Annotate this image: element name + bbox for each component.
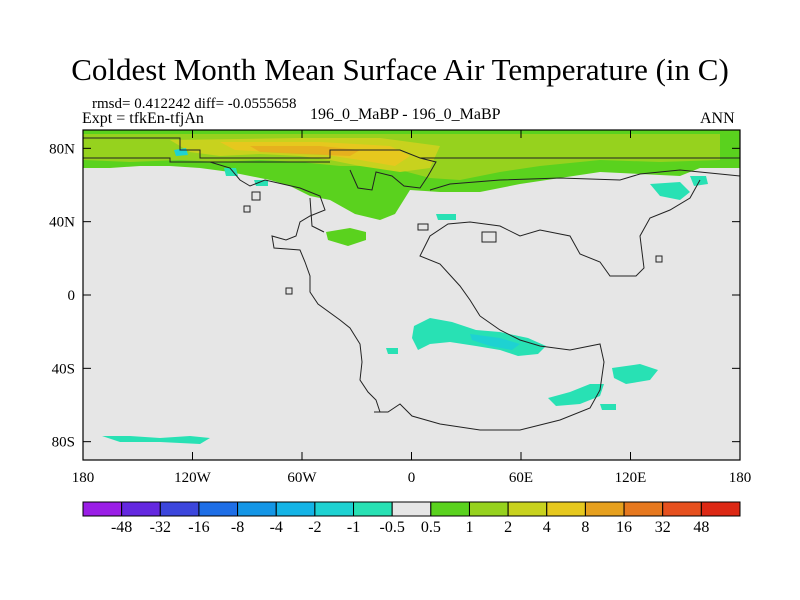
- coastline-europe: [309, 197, 325, 233]
- coastline-africa: [374, 315, 605, 431]
- x-axis: 180 120W 60W 0 60E 120E 180: [72, 130, 752, 486]
- colorbar-label: 1: [465, 519, 473, 536]
- y-axis: 80N 40N 0 40S 80S: [49, 141, 740, 451]
- colorbar-swatch: [121, 501, 161, 517]
- x-tick-label: 120E: [615, 470, 647, 486]
- period-label: 196_0_MaBP - 196_0_MaBP: [310, 106, 501, 123]
- x-tick-label: 0: [408, 470, 416, 486]
- coastline-greenland: [349, 157, 437, 191]
- colorbar-label: -1: [347, 519, 360, 536]
- island-2: [251, 191, 261, 201]
- colorbar-label: 8: [581, 519, 589, 536]
- colorbar-label: 16: [616, 519, 632, 536]
- colorbar-label: -4: [270, 519, 283, 536]
- season-label: ANN: [700, 110, 735, 127]
- colorbar-swatch: [314, 501, 355, 517]
- colorbar-swatch: [237, 501, 277, 517]
- colorbar-label: -8: [231, 519, 244, 536]
- colorbar-label: 48: [693, 519, 709, 536]
- colorbar-label: -0.5: [380, 519, 405, 536]
- colorbar-label: 32: [655, 519, 671, 536]
- x-tick-label: 180: [729, 470, 752, 486]
- colorbar-swatch: [468, 501, 509, 517]
- cool-patch-siberia: [650, 182, 690, 200]
- anomaly-fields: [83, 130, 740, 444]
- cool-field-southern-core: [470, 334, 520, 350]
- coastline-asia-south: [419, 179, 701, 317]
- coastline-eurasia: [429, 169, 740, 191]
- cool-patch-south-4: [548, 384, 604, 406]
- colorbar-label: 2: [504, 519, 512, 536]
- colorbar-swatch: [353, 501, 393, 517]
- colorbar-swatch: [507, 501, 548, 517]
- cool-patch-south-5: [600, 404, 616, 410]
- arctic-field-16: [250, 146, 360, 156]
- y-tick-label: 0: [68, 288, 76, 304]
- colorbar-swatch: [700, 501, 741, 517]
- island-5: [417, 223, 429, 231]
- cool-patch-antarctic: [102, 436, 210, 444]
- y-tick-label: 80N: [49, 141, 75, 157]
- colorbar-swatch: [159, 501, 200, 517]
- island-6: [655, 255, 663, 263]
- x-tick-label: 60E: [509, 470, 533, 486]
- cool-patch-asia-small: [436, 214, 456, 220]
- coastline-arctic: [83, 137, 740, 159]
- colorbar: -48 -32 -16 -8 -4 -2 -1 -0.5 0.5 1 2 4 8 16 32 48: [82, 501, 741, 536]
- cool-patch-canada: [254, 180, 268, 186]
- y-tick-label: 80S: [52, 435, 75, 451]
- colorbar-swatch: [82, 501, 123, 517]
- x-tick-label: 120W: [174, 470, 212, 486]
- stats-label: rmsd= 0.412242 diff= -0.0555658: [92, 96, 297, 112]
- island-1: [285, 287, 293, 295]
- coastline-americas: [209, 161, 381, 413]
- y-tick-label: 40N: [49, 215, 75, 231]
- cool-patch-south-2: [386, 348, 398, 354]
- colorbar-label: -32: [150, 519, 171, 536]
- chart-title: Coldest Month Mean Surface Air Temperatu…: [71, 52, 729, 87]
- colorbar-label: -2: [308, 519, 321, 536]
- colorbar-swatch: [430, 501, 470, 517]
- colorbar-label: 0.5: [421, 519, 441, 536]
- colorbar-label: -48: [111, 519, 132, 536]
- coastline-arctic-2: [83, 157, 330, 163]
- coastlines: [83, 137, 740, 431]
- colorbar-swatch: [662, 501, 702, 517]
- colorbar-swatch: [623, 501, 664, 517]
- colorbar-swatch: [198, 501, 239, 517]
- warm-patch-atlantic: [326, 228, 366, 246]
- colorbar-swatch: [275, 501, 316, 517]
- colorbar-label: 4: [543, 519, 551, 536]
- colorbar-swatch: [546, 501, 586, 517]
- experiment-label: Expt = tfkEn-tfjAn: [82, 110, 204, 127]
- colorbar-swatch: [584, 501, 625, 517]
- colorbar-label: -16: [188, 519, 209, 536]
- x-tick-label: 180: [72, 470, 95, 486]
- x-tick-label: 60W: [287, 470, 317, 486]
- island-4: [481, 231, 497, 243]
- y-tick-label: 40S: [52, 361, 75, 377]
- cool-patch-south-3: [612, 364, 658, 384]
- island-3: [243, 205, 251, 213]
- colorbar-swatch: [391, 501, 432, 517]
